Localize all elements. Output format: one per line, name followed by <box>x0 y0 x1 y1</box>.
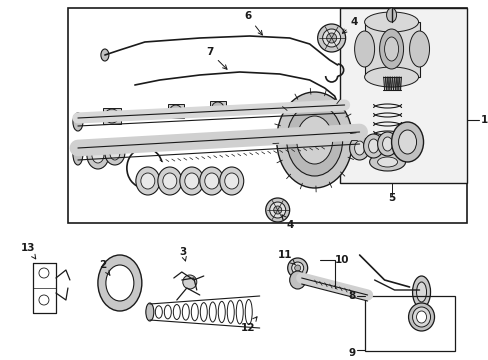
Ellipse shape <box>354 31 374 67</box>
Ellipse shape <box>364 12 418 32</box>
Ellipse shape <box>39 268 49 278</box>
Ellipse shape <box>224 173 238 189</box>
Bar <box>102 108 121 124</box>
Bar <box>364 22 419 77</box>
Ellipse shape <box>416 311 426 323</box>
Ellipse shape <box>398 130 416 154</box>
Ellipse shape <box>136 167 160 195</box>
Text: 5: 5 <box>387 193 394 203</box>
Ellipse shape <box>104 109 119 123</box>
Ellipse shape <box>322 29 340 47</box>
Ellipse shape <box>364 67 418 87</box>
Ellipse shape <box>384 37 398 61</box>
Bar <box>339 8 467 183</box>
Ellipse shape <box>73 113 83 131</box>
Ellipse shape <box>141 173 155 189</box>
Bar <box>209 101 225 115</box>
Ellipse shape <box>158 167 182 195</box>
Ellipse shape <box>294 265 300 271</box>
Ellipse shape <box>369 153 405 171</box>
Text: 4: 4 <box>342 17 358 33</box>
Ellipse shape <box>106 265 134 301</box>
Ellipse shape <box>412 307 429 327</box>
Bar <box>68 8 467 223</box>
Ellipse shape <box>382 137 392 151</box>
Text: 9: 9 <box>347 348 354 358</box>
Ellipse shape <box>184 173 199 189</box>
Ellipse shape <box>200 167 224 195</box>
Ellipse shape <box>408 303 434 331</box>
Ellipse shape <box>287 258 307 278</box>
Ellipse shape <box>291 262 303 274</box>
Ellipse shape <box>211 102 224 114</box>
Ellipse shape <box>269 202 285 218</box>
Ellipse shape <box>87 141 109 169</box>
Bar <box>167 104 183 118</box>
Text: 10: 10 <box>334 255 348 265</box>
Ellipse shape <box>73 143 83 165</box>
Text: 6: 6 <box>244 11 262 35</box>
Text: 8: 8 <box>347 291 354 301</box>
Ellipse shape <box>409 31 428 67</box>
Ellipse shape <box>265 198 289 222</box>
Text: 13: 13 <box>20 243 36 259</box>
Text: 4: 4 <box>281 215 293 230</box>
Ellipse shape <box>101 49 109 61</box>
Ellipse shape <box>39 295 49 305</box>
Ellipse shape <box>363 134 383 158</box>
Ellipse shape <box>354 141 364 155</box>
Ellipse shape <box>219 167 243 195</box>
Ellipse shape <box>92 147 103 163</box>
Ellipse shape <box>98 255 142 311</box>
Ellipse shape <box>379 29 403 69</box>
Ellipse shape <box>163 173 177 189</box>
Ellipse shape <box>368 139 378 153</box>
Ellipse shape <box>104 141 124 165</box>
Ellipse shape <box>273 206 281 214</box>
Ellipse shape <box>110 146 120 160</box>
Text: 7: 7 <box>205 47 226 69</box>
Text: 2: 2 <box>99 260 110 275</box>
Text: 1: 1 <box>480 115 487 125</box>
Ellipse shape <box>289 271 305 289</box>
Text: 3: 3 <box>179 247 186 261</box>
Ellipse shape <box>386 8 396 22</box>
Text: 11: 11 <box>277 250 295 265</box>
Ellipse shape <box>326 33 336 43</box>
Ellipse shape <box>276 92 352 188</box>
Ellipse shape <box>145 303 154 321</box>
Ellipse shape <box>349 136 369 160</box>
Ellipse shape <box>296 116 332 164</box>
Bar <box>364 296 453 351</box>
Ellipse shape <box>169 105 182 117</box>
Ellipse shape <box>377 157 397 167</box>
Ellipse shape <box>416 282 426 302</box>
Ellipse shape <box>391 122 423 162</box>
Ellipse shape <box>377 132 397 156</box>
Ellipse shape <box>317 24 345 52</box>
Ellipse shape <box>204 173 218 189</box>
Ellipse shape <box>183 275 196 289</box>
Ellipse shape <box>412 276 429 308</box>
Ellipse shape <box>180 167 203 195</box>
Ellipse shape <box>286 104 342 176</box>
Text: 12: 12 <box>240 317 257 333</box>
